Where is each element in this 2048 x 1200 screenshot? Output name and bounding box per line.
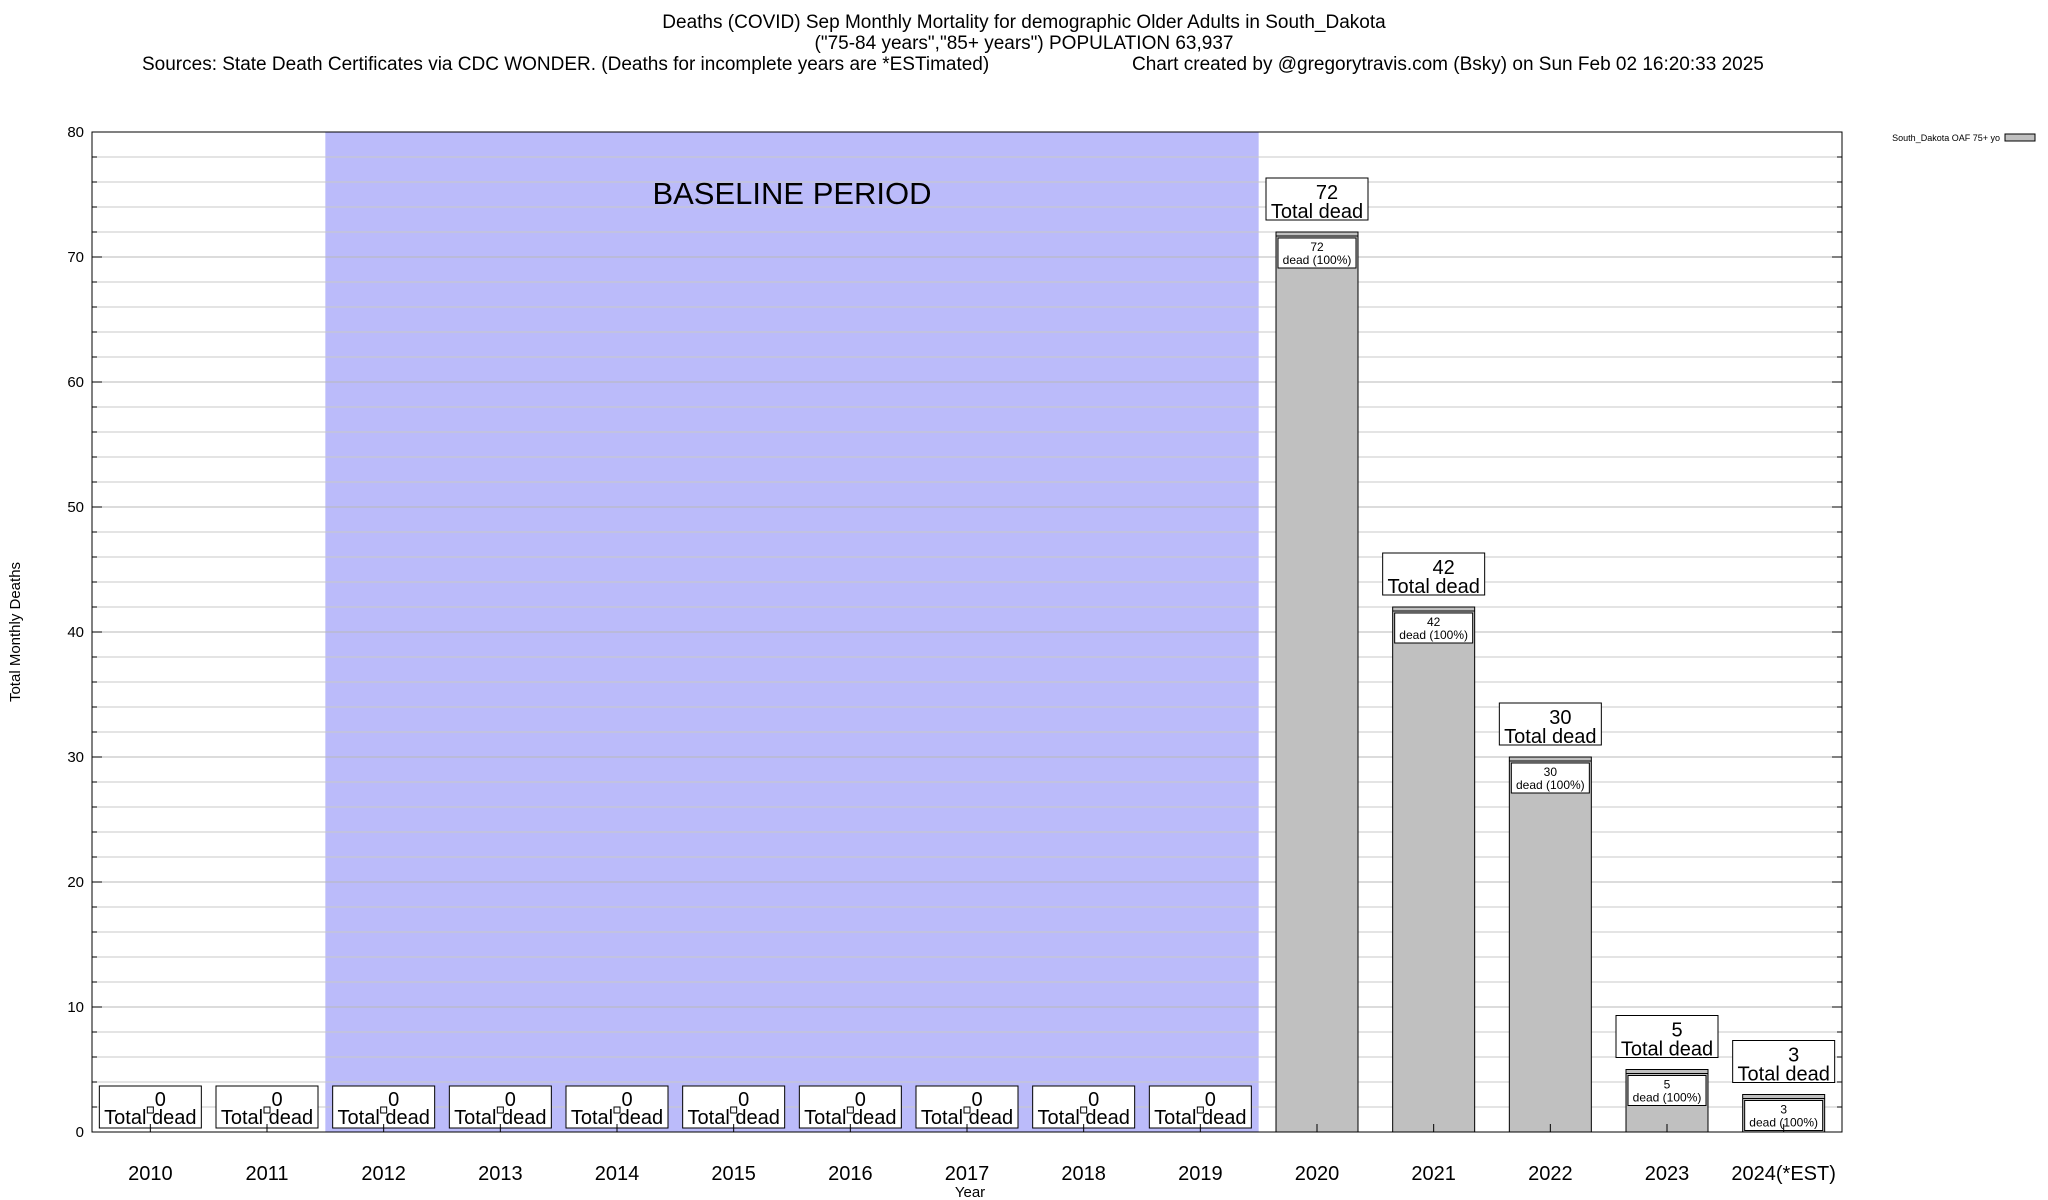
- inner-label-box: [1277, 237, 1357, 269]
- chart-header: Deaths (COVID) Sep Monthly Mortality for…: [0, 0, 2048, 90]
- inner-label-box: [1510, 762, 1590, 794]
- total-label-value: 5: [1671, 1020, 1682, 1042]
- y-axis-label: Total Monthly Deaths: [7, 562, 24, 702]
- inner-label-box: [1394, 612, 1474, 644]
- x-tick-label: 2015: [711, 1163, 756, 1185]
- total-label-value: 72: [1316, 182, 1338, 204]
- inner-label-text: dead (100%): [1633, 1091, 1702, 1105]
- x-tick-label: 2023: [1645, 1163, 1690, 1185]
- total-label-text: Total dead: [338, 1107, 430, 1129]
- total-label-value: 30: [1549, 707, 1571, 729]
- total-label-value: 0: [505, 1089, 516, 1111]
- baseline-period-label: BASELINE PERIOD: [652, 176, 931, 211]
- total-label-value: 0: [155, 1089, 166, 1111]
- total-label-text: Total dead: [1621, 1039, 1713, 1061]
- total-label-value: 0: [855, 1089, 866, 1111]
- total-label-text: Total dead: [804, 1107, 896, 1129]
- total-label-text: Total dead: [1271, 201, 1363, 223]
- inner-label-value: 72: [1310, 240, 1324, 254]
- total-label-box: [1265, 177, 1369, 221]
- inner-label-text: dead (100%): [1283, 253, 1352, 267]
- zero-bar-marker: [496, 1106, 504, 1114]
- bar: [1392, 606, 1476, 1133]
- inner-label-text: dead (100%): [1399, 628, 1468, 642]
- total-label-box: [1498, 702, 1602, 746]
- x-tick-label: 2016: [828, 1163, 873, 1185]
- y-tick-label: 70: [67, 249, 84, 266]
- x-tick-label: 2018: [1061, 1163, 1106, 1185]
- y-tick-label: 30: [67, 749, 84, 766]
- zero-bar-marker: [263, 1106, 271, 1114]
- total-label-value: 42: [1433, 557, 1455, 579]
- total-label-text: Total dead: [921, 1107, 1013, 1129]
- chart-sources: Sources: State Death Certificates via CD…: [142, 54, 990, 75]
- inner-label-text: dead (100%): [1516, 778, 1585, 792]
- zero-bar-marker: [846, 1106, 854, 1114]
- legend-label: South_Dakota OAF 75+ yo: [1892, 133, 2000, 143]
- x-tick-label: 2019: [1178, 1163, 1223, 1185]
- y-tick-label: 60: [67, 374, 84, 391]
- inner-label-text: dead (100%): [1749, 1116, 1818, 1130]
- x-tick-label: 2017: [945, 1163, 990, 1185]
- total-label-text: Total dead: [1154, 1107, 1246, 1129]
- bar: [1508, 756, 1592, 1133]
- x-tick-label: 2020: [1295, 1163, 1340, 1185]
- x-tick-label: 2021: [1411, 1163, 1456, 1185]
- total-label-value: 0: [738, 1089, 749, 1111]
- zero-bar-marker: [1080, 1106, 1088, 1114]
- total-label-box: [1382, 552, 1486, 596]
- total-label-value: 0: [271, 1089, 282, 1111]
- total-label-text: Total dead: [571, 1107, 663, 1129]
- inner-label-value: 42: [1427, 615, 1441, 629]
- zero-bar-marker: [380, 1106, 388, 1114]
- total-label-text: Total dead: [1388, 576, 1480, 598]
- legend-swatch: [2004, 133, 2036, 142]
- total-label-box: [1615, 1015, 1719, 1058]
- x-axis-label: Year: [955, 1184, 985, 1200]
- chart-credit: Chart created by @gregorytravis.com (Bsk…: [1132, 54, 1764, 75]
- total-label-value: 3: [1788, 1045, 1799, 1067]
- plot-frame: [91, 131, 1843, 1133]
- x-tick-label: 2012: [361, 1163, 406, 1185]
- x-tick-label: 2010: [128, 1163, 173, 1185]
- inner-label-value: 30: [1544, 765, 1558, 779]
- total-label-value: 0: [1205, 1089, 1216, 1111]
- total-label-value: 0: [621, 1089, 632, 1111]
- y-tick-label: 0: [76, 1124, 84, 1141]
- inner-label-value: 3: [1780, 1103, 1787, 1117]
- zero-bar-marker: [730, 1106, 738, 1114]
- total-label-text: Total dead: [1738, 1064, 1830, 1086]
- total-label-value: 0: [971, 1089, 982, 1111]
- x-tick-label: 2014: [595, 1163, 640, 1185]
- inner-label-value: 5: [1664, 1078, 1671, 1092]
- zero-bar-marker: [963, 1106, 971, 1114]
- total-label-text: Total dead: [104, 1107, 196, 1129]
- chart-subtitle: ("75-84 years","85+ years") POPULATION 6…: [814, 33, 1234, 54]
- y-tick-label: 50: [67, 499, 84, 516]
- zero-bar-marker: [613, 1106, 621, 1114]
- y-tick-label: 10: [67, 999, 84, 1016]
- total-label-text: Total dead: [1504, 726, 1596, 748]
- y-tick-label: 20: [67, 874, 84, 891]
- total-label-text: Total dead: [688, 1107, 780, 1129]
- inner-label-box: [1627, 1075, 1707, 1106]
- total-label-text: Total dead: [221, 1107, 313, 1129]
- total-label-box: [1732, 1040, 1836, 1083]
- x-tick-label: 2013: [478, 1163, 523, 1185]
- total-label-text: Total dead: [1038, 1107, 1130, 1129]
- y-tick-label: 40: [67, 624, 84, 641]
- zero-bar-marker: [1196, 1106, 1204, 1114]
- x-tick-label: 2024(*EST): [1731, 1163, 1836, 1185]
- chart-title: Deaths (COVID) Sep Monthly Mortality for…: [662, 12, 1386, 33]
- bar: [1275, 231, 1359, 1133]
- zero-bar-marker: [146, 1106, 154, 1114]
- x-tick-label: 2011: [245, 1163, 288, 1185]
- total-label-box: [682, 1085, 786, 1129]
- total-label-value: 0: [388, 1089, 399, 1111]
- total-label-value: 0: [1088, 1089, 1099, 1111]
- x-tick-label: 2022: [1528, 1163, 1573, 1185]
- total-label-text: Total dead: [454, 1107, 546, 1129]
- y-tick-label: 80: [67, 124, 84, 141]
